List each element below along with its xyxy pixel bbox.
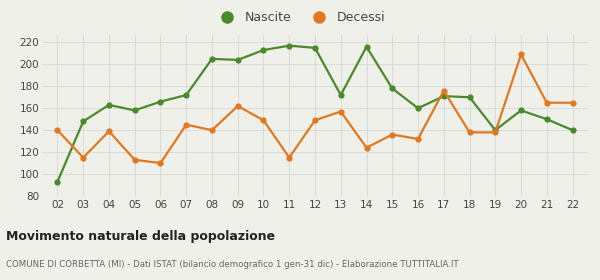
Decessi: [337, 110, 344, 113]
Decessi: [389, 133, 396, 136]
Nascite: [466, 95, 473, 99]
Nascite: [311, 46, 319, 50]
Decessi: [260, 119, 267, 122]
Decessi: [157, 161, 164, 165]
Decessi: [54, 129, 61, 132]
Nascite: [440, 94, 448, 98]
Decessi: [208, 129, 215, 132]
Decessi: [106, 130, 113, 133]
Nascite: [234, 58, 241, 62]
Nascite: [415, 106, 422, 110]
Nascite: [131, 109, 139, 112]
Legend: Nascite, Decessi: Nascite, Decessi: [210, 6, 390, 29]
Nascite: [389, 87, 396, 90]
Nascite: [569, 129, 576, 132]
Decessi: [415, 137, 422, 141]
Decessi: [131, 158, 139, 162]
Decessi: [286, 156, 293, 159]
Text: COMUNE DI CORBETTA (MI) - Dati ISTAT (bilancio demografico 1 gen-31 dic) - Elabo: COMUNE DI CORBETTA (MI) - Dati ISTAT (bi…: [6, 260, 458, 269]
Decessi: [80, 156, 87, 159]
Nascite: [208, 57, 215, 60]
Decessi: [543, 101, 550, 104]
Nascite: [363, 45, 370, 48]
Nascite: [517, 109, 524, 112]
Nascite: [80, 120, 87, 123]
Nascite: [260, 48, 267, 52]
Nascite: [157, 100, 164, 103]
Decessi: [234, 104, 241, 108]
Line: Decessi: Decessi: [55, 51, 575, 166]
Nascite: [286, 44, 293, 47]
Nascite: [54, 180, 61, 183]
Nascite: [337, 93, 344, 97]
Line: Nascite: Nascite: [55, 43, 575, 185]
Decessi: [363, 146, 370, 150]
Decessi: [182, 123, 190, 126]
Nascite: [543, 118, 550, 121]
Nascite: [491, 129, 499, 132]
Text: Movimento naturale della popolazione: Movimento naturale della popolazione: [6, 230, 275, 242]
Decessi: [311, 119, 319, 122]
Decessi: [569, 101, 576, 104]
Decessi: [440, 89, 448, 92]
Decessi: [466, 131, 473, 134]
Decessi: [517, 53, 524, 56]
Decessi: [491, 131, 499, 134]
Nascite: [106, 103, 113, 107]
Nascite: [182, 93, 190, 97]
